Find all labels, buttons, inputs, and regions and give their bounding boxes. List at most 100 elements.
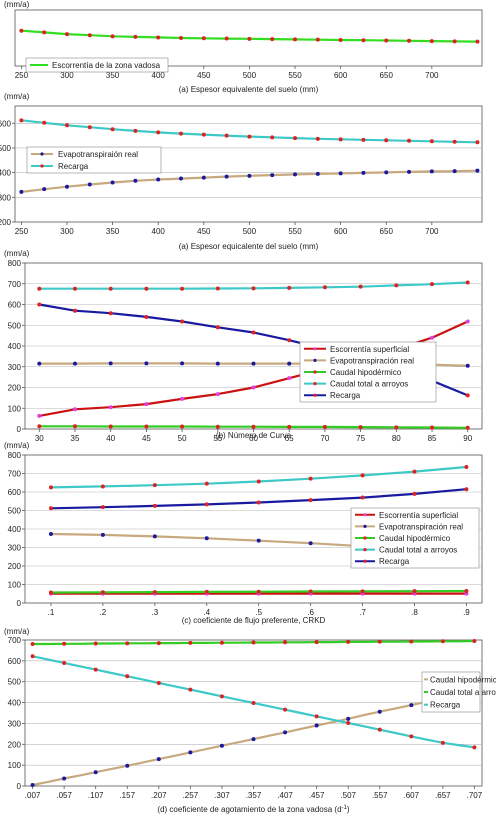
legend-label: Recarga (58, 162, 89, 171)
x-tick-label: .307 (214, 791, 230, 800)
x-tick-label: 40 (106, 434, 115, 443)
data-point (133, 128, 138, 133)
y-tick-label: 700 (8, 470, 22, 479)
data-point (361, 38, 366, 43)
legend-marker (40, 152, 44, 156)
data-point (37, 361, 42, 366)
legend-marker (363, 524, 367, 529)
data-point (384, 38, 389, 43)
data-point (308, 589, 313, 594)
data-point (360, 589, 365, 594)
x-tick-label: 250 (15, 227, 29, 236)
caption-text: (a) Espesor equivalente del suelo (mm) (179, 85, 319, 94)
data-point (201, 36, 206, 41)
legend-label: Escorrentía superficial (330, 345, 409, 354)
x-tick-label: .157 (119, 791, 135, 800)
data-point (256, 538, 261, 543)
y-tick-label: 400 (8, 525, 22, 534)
data-point (251, 286, 256, 291)
data-point (377, 709, 382, 714)
x-tick-label: 50 (178, 434, 187, 443)
y-tick-label: 200 (8, 562, 22, 571)
legend-marker (363, 513, 367, 517)
x-tick-label: .257 (183, 791, 199, 800)
data-point (430, 335, 435, 340)
data-point (64, 184, 69, 189)
data-point (152, 503, 157, 508)
x-tick-label: .9 (463, 608, 470, 617)
x-tick-label: 70 (320, 434, 329, 443)
data-point (93, 667, 98, 672)
x-tick-label: .4 (203, 608, 210, 617)
y-tick-label: 300 (8, 719, 22, 728)
data-point (287, 424, 292, 429)
data-point (219, 743, 224, 748)
data-point (472, 639, 477, 644)
data-point (156, 177, 161, 182)
data-point (251, 385, 256, 390)
data-point (308, 476, 313, 481)
data-point (407, 138, 412, 143)
caption-text: (a) Espesor equicalente del suelo (mm) (179, 242, 319, 251)
data-point (108, 424, 113, 429)
chart-panel-0: (mm/a) 250 300 350 400 450 500 550 600 650 700 Esco… (4, 0, 483, 94)
x-tick-label: .707 (467, 791, 483, 800)
legend: Caudal hipodérmico Caudal total a arroyos… (421, 671, 496, 713)
data-point (219, 640, 224, 645)
data-point (48, 506, 53, 511)
data-point (100, 484, 105, 489)
data-point (108, 405, 113, 410)
x-tick-label: 350 (106, 71, 120, 80)
x-tick-label: .7 (359, 608, 366, 617)
caption-text: (b) Número de Curva (216, 431, 292, 440)
data-point (30, 654, 35, 659)
x-tick-label: .2 (100, 608, 107, 617)
legend-label: Evapotranspiración real (379, 522, 463, 531)
chart-panel-1: (mm/a) 200 300 400 500 600 250 300 350 400 450 500 5… (0, 92, 483, 251)
data-point (37, 413, 42, 418)
data-point (87, 182, 92, 187)
data-point (125, 674, 130, 679)
data-point (215, 424, 220, 429)
data-point (430, 425, 435, 430)
data-point (219, 694, 224, 699)
x-tick-label: .3 (151, 608, 158, 617)
data-point (179, 131, 184, 136)
x-tick-label: 55 (213, 434, 222, 443)
data-point (314, 714, 319, 719)
data-point (100, 532, 105, 537)
x-tick-label: 300 (60, 227, 74, 236)
data-point (156, 641, 161, 646)
data-point (64, 123, 69, 128)
data-point (452, 39, 457, 44)
data-point (314, 640, 319, 645)
data-point (152, 534, 157, 539)
data-point (429, 139, 434, 144)
data-point (247, 134, 252, 139)
data-point (93, 641, 98, 646)
legend: Evapotranspiraión real Recarga (26, 146, 162, 174)
data-point (287, 285, 292, 290)
data-point (338, 137, 343, 142)
data-point (315, 171, 320, 176)
data-point (377, 639, 382, 644)
y-tick-label: 400 (8, 699, 22, 708)
y-unit-label: (mm/a) (4, 441, 30, 450)
data-point (180, 424, 185, 429)
data-point (464, 487, 469, 492)
data-point (346, 721, 351, 726)
data-point (287, 338, 292, 343)
x-tick-label: .407 (277, 791, 293, 800)
caption-text: (d) coeficiente de agotamiento de la zon… (157, 805, 341, 814)
data-point (465, 425, 470, 430)
y-tick-label: 0 (17, 425, 22, 434)
data-point (204, 536, 209, 541)
x-tick-label: 60 (249, 434, 258, 443)
legend-marker (363, 548, 367, 552)
plot-frame (24, 639, 483, 787)
x-tick-label: .057 (56, 791, 72, 800)
data-point (125, 641, 130, 646)
data-point (429, 169, 434, 174)
data-point (125, 763, 130, 768)
legend-label: Recarga (379, 557, 410, 566)
